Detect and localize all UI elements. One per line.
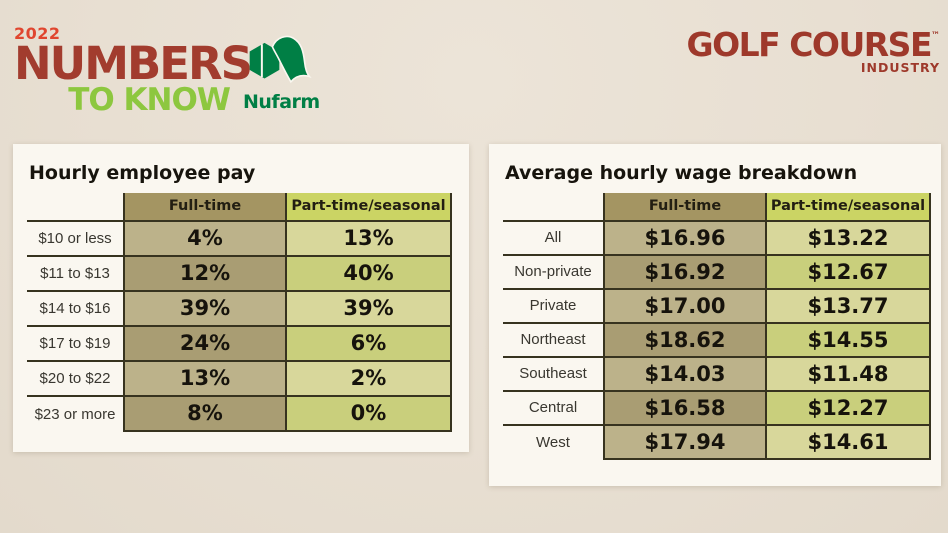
full-time-header-cell: Full-time [603, 192, 767, 222]
table-header-row: Full-time Part-time/seasonal [503, 192, 941, 222]
header-empty-cell [27, 193, 123, 222]
table-row: $23 or more 8% 0% [27, 396, 469, 432]
part-time-value-cell: $12.67 [767, 255, 931, 290]
row-label-cell: All [503, 222, 603, 256]
part-time-value-cell: $14.61 [767, 425, 931, 460]
part-time-value-cell: $12.27 [767, 391, 931, 426]
full-time-value-cell: $16.92 [603, 255, 767, 290]
part-time-value-cell: $13.77 [767, 289, 931, 324]
masthead-title-line2: TO KNOW [68, 82, 231, 119]
row-label-cell: Central [503, 392, 603, 426]
hourly-pay-panel: Hourly employee pay Full-time Part-time/… [13, 144, 469, 452]
part-time-value-cell: 39% [287, 291, 452, 327]
masthead: 2022 NUMBERS TO KNOW [14, 24, 253, 119]
row-label-cell: Private [503, 290, 603, 324]
full-time-value-cell: $14.03 [603, 357, 767, 392]
part-time-value-cell: $13.22 [767, 221, 931, 256]
table-row: All $16.96 $13.22 [503, 221, 941, 256]
nufarm-logo: Nufarm [243, 33, 320, 113]
full-time-value-cell: 39% [123, 291, 287, 327]
row-label-cell: West [536, 434, 570, 452]
part-time-value-cell: $11.48 [767, 357, 931, 392]
full-time-value-cell: 8% [123, 396, 287, 432]
table-row: $14 to $16 39% 39% [27, 291, 469, 327]
table-row: Private $17.00 $13.77 [503, 289, 941, 324]
row-label-cell: Northeast [503, 324, 603, 358]
table-row: Southeast $14.03 $11.48 [503, 357, 941, 392]
row-label-cell: $17 to $19 [27, 327, 123, 362]
full-time-value-cell: 13% [123, 361, 287, 397]
header-empty-cell [503, 193, 603, 222]
full-time-value-cell: $17.94 [603, 425, 767, 460]
table-row: Non-private $16.92 $12.67 [503, 255, 941, 290]
full-time-value-cell: 12% [123, 256, 287, 292]
trademark-symbol: ™ [931, 31, 940, 41]
full-time-value-cell: 4% [123, 221, 287, 257]
full-time-header-cell: Full-time [123, 192, 287, 222]
part-time-value-cell: $14.55 [767, 323, 931, 358]
part-time-value-cell: 40% [287, 256, 452, 292]
publication-name-text: GOLF COURSE [686, 25, 933, 64]
masthead-title-line1: NUMBERS [14, 37, 253, 90]
table-row: $17 to $19 24% 6% [27, 326, 469, 362]
hourly-pay-table: Full-time Part-time/seasonal $10 or less… [27, 192, 469, 432]
row-label-cell: $23 or more [34, 405, 116, 423]
part-time-value-cell: 0% [287, 396, 452, 432]
full-time-value-cell: $18.62 [603, 323, 767, 358]
publication-subtitle: INDUSTRY [860, 60, 940, 75]
part-time-value-cell: 13% [287, 221, 452, 257]
part-time-header-cell: Part-time/seasonal [287, 192, 452, 222]
table-row: $20 to $22 13% 2% [27, 361, 469, 397]
row-label-cell: $14 to $16 [27, 292, 123, 327]
row-label-cell: $20 to $22 [27, 362, 123, 397]
masthead-year: 2022 [14, 24, 61, 43]
part-time-value-cell: 2% [287, 361, 452, 397]
golf-course-industry-logo: GOLF COURSE™ INDUSTRY [687, 28, 941, 75]
table-row: $10 or less 4% 13% [27, 221, 469, 257]
part-time-value-cell: 6% [287, 326, 452, 362]
wage-breakdown-table: Full-time Part-time/seasonal All $16.96 … [503, 192, 941, 460]
full-time-value-cell: $16.96 [603, 221, 767, 256]
full-time-value-cell: $16.58 [603, 391, 767, 426]
nufarm-wordmark: Nufarm [243, 91, 320, 113]
table-header-row: Full-time Part-time/seasonal [27, 192, 469, 222]
wage-breakdown-title: Average hourly wage breakdown [505, 162, 858, 184]
part-time-header-cell: Part-time/seasonal [767, 192, 931, 222]
row-label-cell: $10 or less [27, 222, 123, 257]
table-row: West $17.94 $14.61 [503, 425, 941, 460]
table-row: Central $16.58 $12.27 [503, 391, 941, 426]
table-row: Northeast $18.62 $14.55 [503, 323, 941, 358]
full-time-value-cell: $17.00 [603, 289, 767, 324]
nufarm-logo-icon [249, 35, 312, 84]
row-label-cell: $11 to $13 [27, 257, 123, 292]
table-row: $11 to $13 12% 40% [27, 256, 469, 292]
row-label-cell: Non-private [503, 256, 603, 290]
full-time-value-cell: 24% [123, 326, 287, 362]
hourly-pay-title: Hourly employee pay [29, 162, 256, 184]
wage-breakdown-panel: Average hourly wage breakdown Full-time … [489, 144, 941, 486]
row-label-cell: Southeast [503, 358, 603, 392]
publication-name: GOLF COURSE™ [687, 28, 941, 61]
